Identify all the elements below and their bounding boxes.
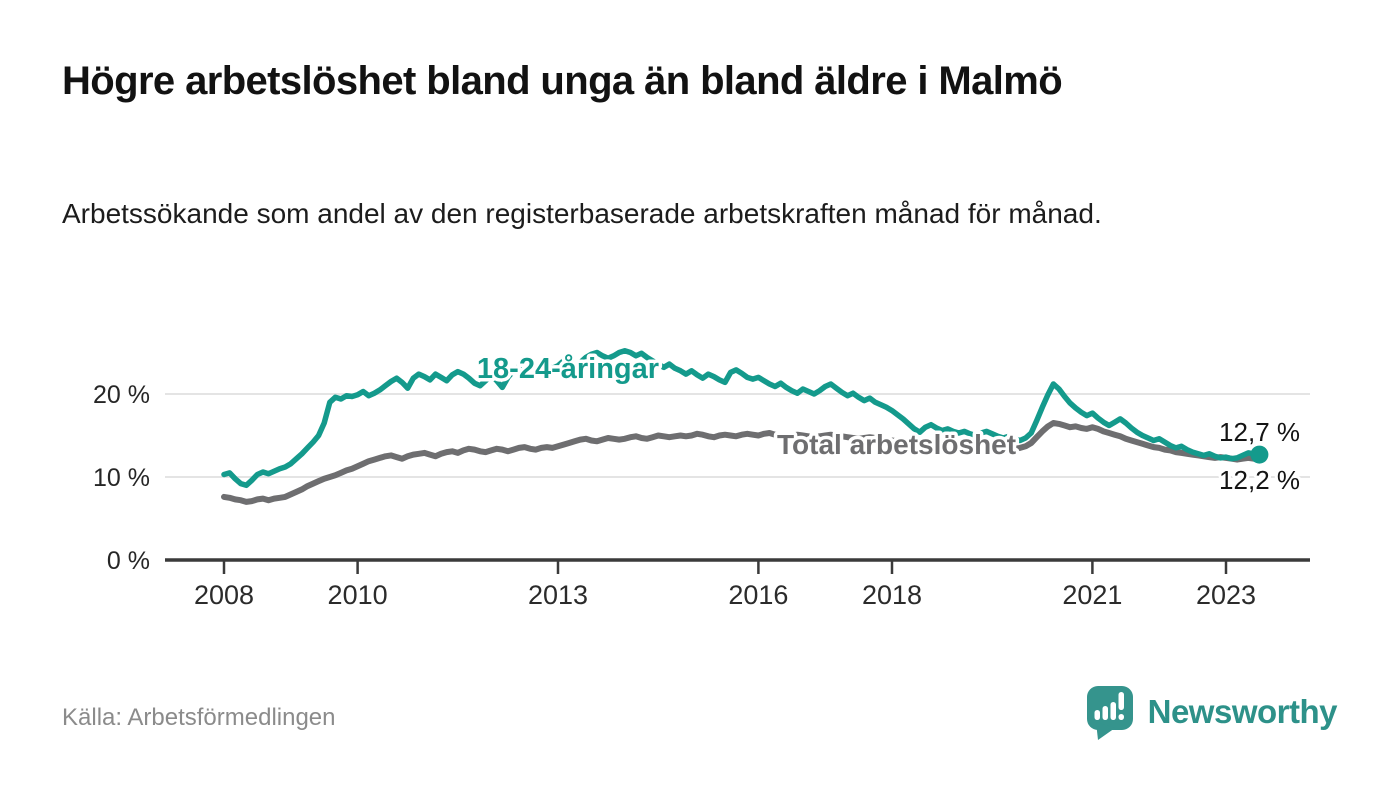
y-axis-label: 10 %: [93, 464, 150, 492]
x-axis-label: 2010: [328, 580, 388, 610]
logo-bubble-tail: [1095, 722, 1115, 740]
x-axis-label: 2013: [528, 580, 588, 610]
newsworthy-logo: Newsworthy: [1085, 684, 1338, 740]
y-axis-label: 0 %: [107, 547, 150, 575]
logo-exclamation-icon: [1118, 692, 1124, 710]
logo-bar-icon: [1110, 702, 1116, 720]
logo-bubble-shape: [1086, 686, 1133, 730]
series-end-dot-young: [1250, 445, 1269, 464]
unemployment-line-chart: 2008 2010 2013 2016 2018 2021 2023 0 % 10 % 20 % 1…: [93, 348, 1310, 610]
newsworthy-logo-icon: [1086, 686, 1133, 740]
x-axis-label: 2008: [194, 580, 254, 610]
x-axis-label: 2018: [862, 580, 922, 610]
end-value-label-young: 12,7 %: [1219, 417, 1300, 447]
series-line-total: [221, 420, 1263, 505]
x-axis-label: 2016: [728, 580, 788, 610]
page-title: Högre arbetslöshet bland unga än bland ä…: [62, 59, 1063, 103]
logo-exclamation-dot: [1118, 714, 1124, 720]
end-value-label-total: 12,2 %: [1219, 465, 1300, 495]
source-text: Källa: Arbetsförmedlingen: [62, 704, 336, 731]
series-label-total: Total arbetslöshet: [777, 429, 1016, 460]
logo-bar-icon: [1094, 710, 1100, 720]
series-line-young: [221, 348, 1263, 489]
x-axis-label: 2021: [1062, 580, 1122, 610]
logo-bar-icon: [1102, 706, 1108, 720]
y-axis-label: 20 %: [93, 381, 150, 409]
series-label-young: 18-24-åringar: [477, 353, 659, 385]
newsworthy-wordmark: Newsworthy: [1147, 693, 1338, 730]
page-subtitle: Arbetssökande som andel av den registerb…: [62, 198, 1102, 229]
x-axis-label: 2023: [1196, 580, 1256, 610]
